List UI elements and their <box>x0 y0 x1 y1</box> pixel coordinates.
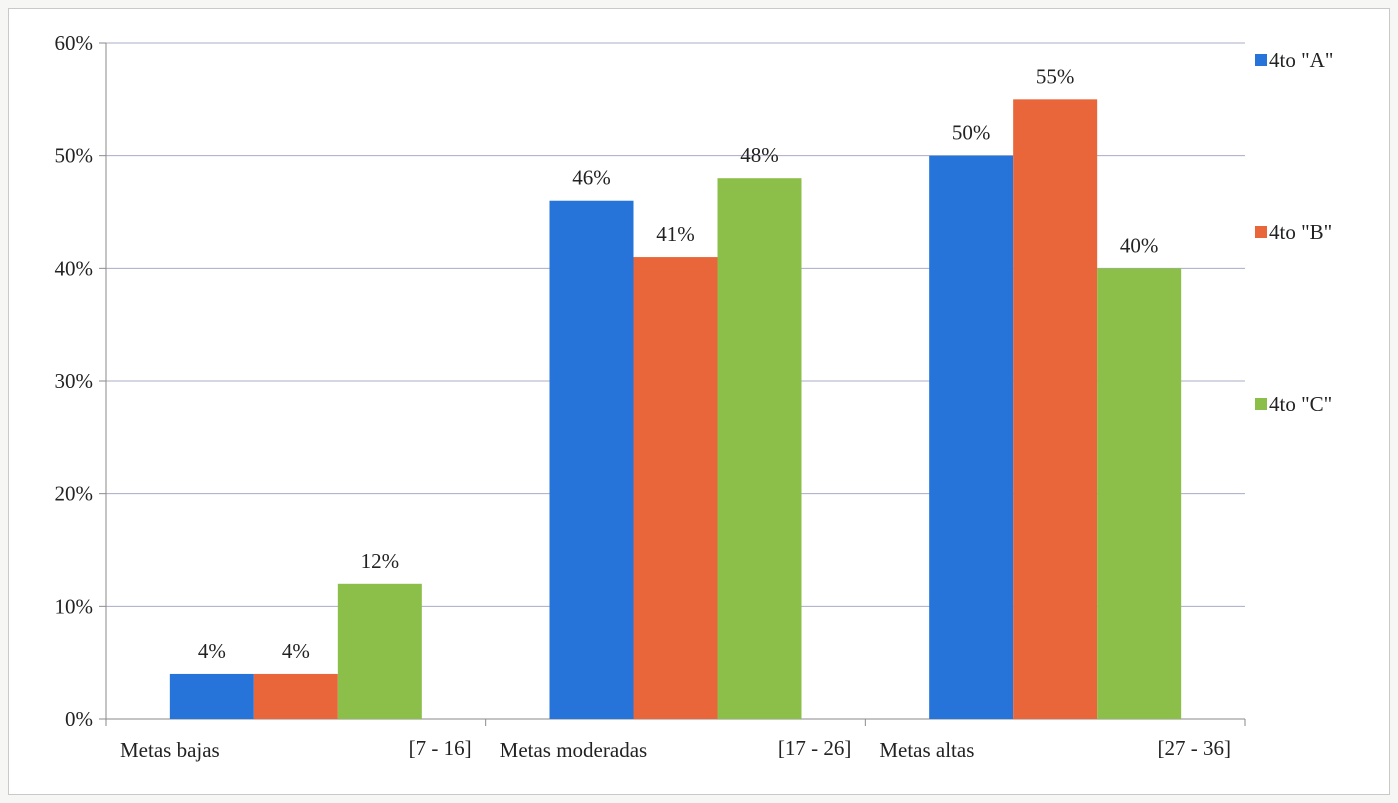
y-tick-label: 0% <box>65 707 93 731</box>
legend-label: 4to "B" <box>1269 220 1332 244</box>
legend: 4to "A" 4to "B" 4to "C" <box>1255 48 1333 416</box>
bar <box>337 583 422 719</box>
y-tick-labels: 0% 10% 20% 30% 40% 50% 60% <box>55 31 94 731</box>
data-labels: 4% 4% 12% 46% 41% 48% 50% 55% 40% <box>198 64 1159 663</box>
data-label: 12% <box>361 549 400 573</box>
data-label: 4% <box>282 639 310 663</box>
y-tick-label: 50% <box>55 144 94 168</box>
data-label: 41% <box>656 222 695 246</box>
y-tick-label: 60% <box>55 31 94 55</box>
category-name-label: Metas bajas <box>120 738 220 762</box>
category-labels: Metas bajas [7 - 16] Metas moderadas [17 - … <box>120 736 1231 762</box>
category-name-label: Metas altas <box>879 738 974 762</box>
chart-frame: 4% 4% 12% 46% 41% 48% 50% 55% 40% 0% 10% 20% 30% 40%… <box>8 8 1390 795</box>
data-label: 50% <box>952 121 991 145</box>
legend-swatch <box>1255 226 1267 238</box>
data-label: 55% <box>1036 64 1075 88</box>
bar <box>929 155 1014 719</box>
legend-label: 4to "C" <box>1269 392 1332 416</box>
legend-swatch <box>1255 54 1267 66</box>
bar <box>253 673 338 719</box>
y-tick-label: 10% <box>55 594 94 618</box>
data-label: 46% <box>572 166 611 190</box>
y-tick-label: 40% <box>55 256 94 280</box>
legend-label: 4to "A" <box>1269 48 1333 72</box>
data-label: 48% <box>740 143 779 167</box>
bar <box>1097 268 1182 719</box>
category-name-label: Metas moderadas <box>500 738 648 762</box>
bar <box>633 257 718 719</box>
bar <box>169 673 254 719</box>
y-tick-label: 30% <box>55 369 94 393</box>
category-range-label: [7 - 16] <box>409 736 472 760</box>
category-range-label: [27 - 36] <box>1158 736 1231 760</box>
bar <box>549 200 634 719</box>
data-label: 4% <box>198 639 226 663</box>
bar <box>717 178 802 719</box>
category-range-label: [17 - 26] <box>778 736 851 760</box>
y-tick-label: 20% <box>55 482 94 506</box>
bars <box>169 99 1182 720</box>
legend-swatch <box>1255 398 1267 410</box>
data-label: 40% <box>1120 233 1159 257</box>
bar-chart: 4% 4% 12% 46% 41% 48% 50% 55% 40% 0% 10% 20% 30% 40%… <box>55 31 1334 762</box>
bar <box>1013 99 1098 720</box>
